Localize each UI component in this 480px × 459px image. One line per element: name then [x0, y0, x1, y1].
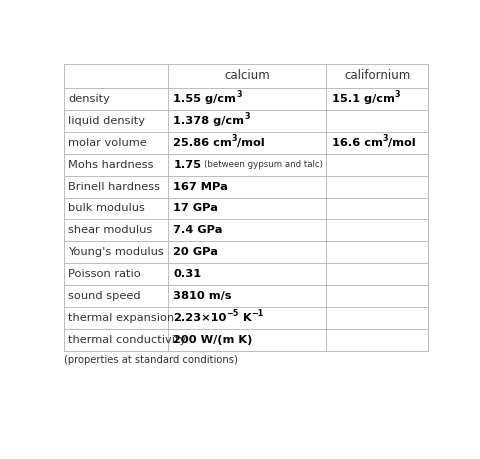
Text: 1.75: 1.75 — [173, 160, 201, 170]
Text: 25.86 cm: 25.86 cm — [173, 138, 232, 148]
Text: thermal expansion: thermal expansion — [68, 313, 174, 323]
Text: 3810 m/s: 3810 m/s — [173, 291, 232, 301]
Text: −1: −1 — [252, 309, 264, 318]
Text: 3: 3 — [232, 134, 238, 143]
Text: −5: −5 — [227, 309, 239, 318]
Text: Mohs hardness: Mohs hardness — [68, 160, 154, 170]
Text: (properties at standard conditions): (properties at standard conditions) — [64, 355, 238, 365]
Text: 3: 3 — [383, 134, 388, 143]
Text: thermal conductivity: thermal conductivity — [68, 335, 186, 345]
Text: liquid density: liquid density — [68, 116, 145, 126]
Text: calcium: calcium — [224, 69, 270, 83]
Text: sound speed: sound speed — [68, 291, 141, 301]
Text: 17 GPa: 17 GPa — [173, 203, 218, 213]
Text: Poisson ratio: Poisson ratio — [68, 269, 141, 279]
Text: 167 MPa: 167 MPa — [173, 182, 228, 191]
Text: density: density — [68, 94, 110, 104]
Text: molar volume: molar volume — [68, 138, 147, 148]
Text: (between gypsum and talc): (between gypsum and talc) — [204, 160, 323, 169]
Text: /mol: /mol — [238, 138, 265, 148]
Text: 0.31: 0.31 — [173, 269, 201, 279]
Text: 1.55 g/cm: 1.55 g/cm — [173, 94, 236, 104]
Text: Young's modulus: Young's modulus — [68, 247, 164, 257]
Text: bulk modulus: bulk modulus — [68, 203, 145, 213]
Text: 7.4 GPa: 7.4 GPa — [173, 225, 223, 235]
Text: /mol: /mol — [388, 138, 416, 148]
Text: 2.23×10: 2.23×10 — [173, 313, 227, 323]
Text: 16.6 cm: 16.6 cm — [332, 138, 383, 148]
Text: 3: 3 — [244, 112, 250, 121]
Text: Brinell hardness: Brinell hardness — [68, 182, 160, 191]
Text: shear modulus: shear modulus — [68, 225, 153, 235]
Text: californium: californium — [344, 69, 410, 83]
Text: K: K — [239, 313, 252, 323]
Text: 20 GPa: 20 GPa — [173, 247, 218, 257]
Text: 15.1 g/cm: 15.1 g/cm — [332, 94, 395, 104]
Text: 3: 3 — [236, 90, 241, 99]
Text: 3: 3 — [395, 90, 400, 99]
Text: 1.378 g/cm: 1.378 g/cm — [173, 116, 244, 126]
Text: 200 W/(m K): 200 W/(m K) — [173, 335, 252, 345]
